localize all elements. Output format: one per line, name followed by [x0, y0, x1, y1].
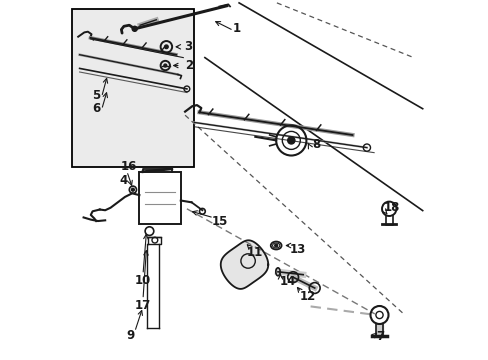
Text: 3: 3 — [184, 40, 192, 53]
Text: 7: 7 — [376, 330, 384, 343]
Text: 9: 9 — [126, 329, 134, 342]
Text: 13: 13 — [289, 243, 305, 256]
Text: 8: 8 — [312, 138, 320, 151]
Text: 12: 12 — [300, 291, 316, 303]
Text: 5: 5 — [92, 89, 100, 102]
Text: 6: 6 — [92, 102, 100, 115]
Text: 10: 10 — [135, 274, 151, 287]
Text: 16: 16 — [120, 160, 137, 173]
Text: 18: 18 — [383, 201, 399, 213]
Bar — [139, 172, 181, 224]
Polygon shape — [375, 324, 382, 337]
Bar — [72, 9, 194, 167]
Text: 4: 4 — [119, 174, 127, 186]
Text: 2: 2 — [184, 59, 192, 72]
Circle shape — [287, 137, 294, 144]
Text: 14: 14 — [279, 275, 295, 288]
Circle shape — [274, 244, 277, 247]
Text: 15: 15 — [211, 215, 228, 228]
Circle shape — [163, 64, 166, 67]
Circle shape — [131, 188, 134, 191]
Circle shape — [132, 26, 137, 31]
Circle shape — [164, 45, 168, 49]
Text: 1: 1 — [232, 22, 240, 35]
Text: 11: 11 — [246, 246, 263, 259]
Text: 17: 17 — [135, 299, 151, 312]
Polygon shape — [220, 240, 268, 289]
